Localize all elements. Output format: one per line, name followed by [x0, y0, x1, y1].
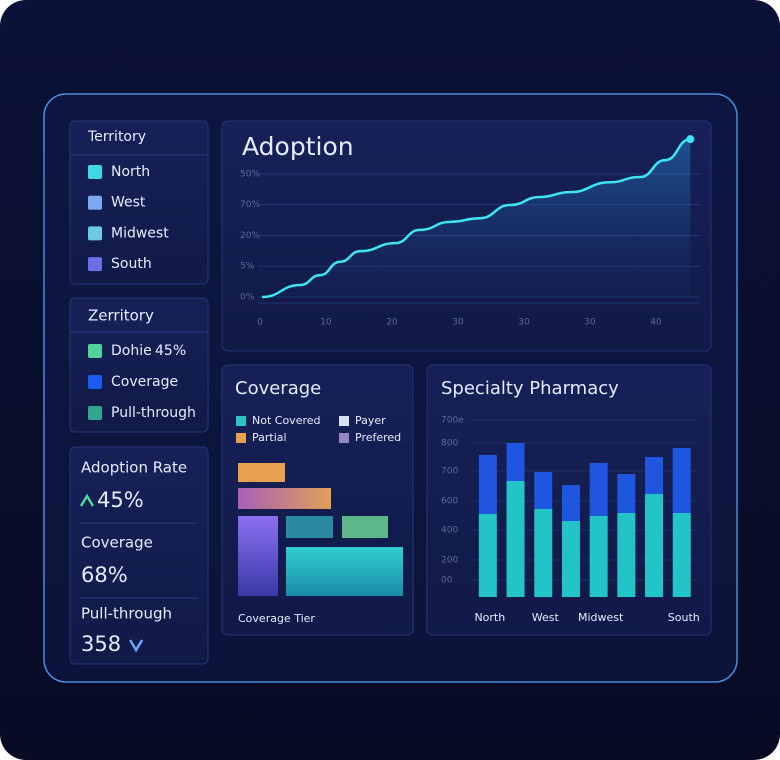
legend-swatch [88, 375, 102, 389]
y-tick-label: 0% [240, 293, 255, 303]
bar-segment [534, 472, 553, 509]
legend-swatch [88, 344, 102, 358]
x-tick-label: 0 [257, 318, 263, 328]
y-tick-label: 600 [441, 497, 458, 507]
filter-label: West [111, 195, 146, 211]
legend-swatch [88, 226, 102, 241]
territory-card [69, 120, 209, 285]
line-area [261, 139, 691, 297]
kpi-card [69, 446, 209, 665]
legend-swatch [236, 433, 246, 443]
filter-label: Midwest [111, 225, 169, 241]
x-tick-label: 30 [452, 318, 464, 328]
legend-swatch [236, 416, 246, 426]
y-tick-label: 00 [441, 576, 453, 586]
trend-up-icon [79, 493, 95, 507]
y-tick-label: 700 [441, 467, 458, 477]
legend-label: Payer [355, 414, 386, 427]
x-tick-label: West [532, 611, 560, 624]
y-tick-label: 200 [441, 556, 458, 566]
axis-label: Coverage Tier [238, 612, 315, 625]
filter-label: North [111, 164, 150, 180]
bar-segment [645, 494, 664, 597]
x-tick-label: 40 [650, 318, 662, 328]
x-tick-label: 10 [320, 318, 332, 328]
legend-swatch [88, 257, 102, 272]
bar-segment [589, 463, 608, 516]
shape [238, 488, 331, 509]
line [261, 137, 691, 299]
kpi-value: 68% [81, 563, 128, 587]
legend-swatch [339, 433, 349, 443]
shape [286, 516, 333, 538]
bar-segment [617, 474, 636, 513]
bar-segment [506, 481, 525, 597]
bar-segment [672, 448, 691, 513]
x-tick-label: North [474, 611, 505, 624]
y-tick-label: 800 [441, 439, 458, 449]
chart-title: Coverage [235, 378, 321, 399]
shape [286, 547, 403, 596]
end-point [686, 135, 695, 144]
legend-swatch [339, 416, 349, 426]
coverage-shapes [238, 463, 403, 596]
filter-label: South [111, 256, 152, 272]
bar-segment [589, 516, 608, 597]
bar-segment [478, 455, 497, 514]
x-tick-label: 30 [584, 318, 596, 328]
legend-label: Prefered [355, 431, 401, 444]
filter-value: 45% [155, 343, 186, 359]
card-title: Territory [87, 129, 146, 145]
y-tick-label: 20% [240, 231, 260, 241]
filter-label: Dohie [111, 343, 152, 359]
x-tick-label: 30 [518, 318, 530, 328]
trend-down-icon [129, 639, 144, 653]
kpi-value: 358 [81, 632, 121, 656]
bar-segment [617, 513, 636, 597]
bar-segment [506, 443, 525, 481]
kpi-label: Coverage [81, 534, 153, 552]
kpi-label: Adoption Rate [81, 459, 187, 477]
shape [238, 463, 285, 482]
legend-swatch [88, 165, 102, 179]
bar-segment [672, 513, 691, 597]
bar-segment [561, 521, 580, 597]
chart-title: Specialty Pharmacy [441, 378, 619, 399]
y-tick-label: 50% [240, 169, 260, 179]
y-tick-label: 700e [441, 416, 464, 426]
bar-segment [534, 509, 553, 597]
chart-title: Adoption [242, 132, 354, 161]
kpi-label: Pull-through [81, 605, 172, 623]
bar-segment [561, 485, 580, 521]
card-title: Zerritory [88, 307, 154, 325]
x-tick-label: South [668, 611, 700, 624]
bar-segment [478, 514, 497, 597]
y-tick-label: 5% [240, 262, 255, 272]
legend-label: Not Covered [252, 414, 321, 427]
y-tick-label: 70% [240, 200, 260, 210]
y-tick-label: 400 [441, 526, 458, 536]
x-tick-label: Midwest [578, 611, 624, 624]
shape [342, 516, 388, 538]
shape [238, 516, 278, 596]
kpi-value: 45% [97, 488, 144, 512]
filter-label: Coverage [111, 374, 178, 390]
legend-swatch [88, 406, 102, 420]
filter-label: Pull-through [111, 405, 196, 421]
bar-segment [645, 457, 664, 494]
x-tick-label: 20 [386, 318, 398, 328]
legend-swatch [88, 195, 102, 210]
legend-label: Partial [252, 431, 287, 444]
